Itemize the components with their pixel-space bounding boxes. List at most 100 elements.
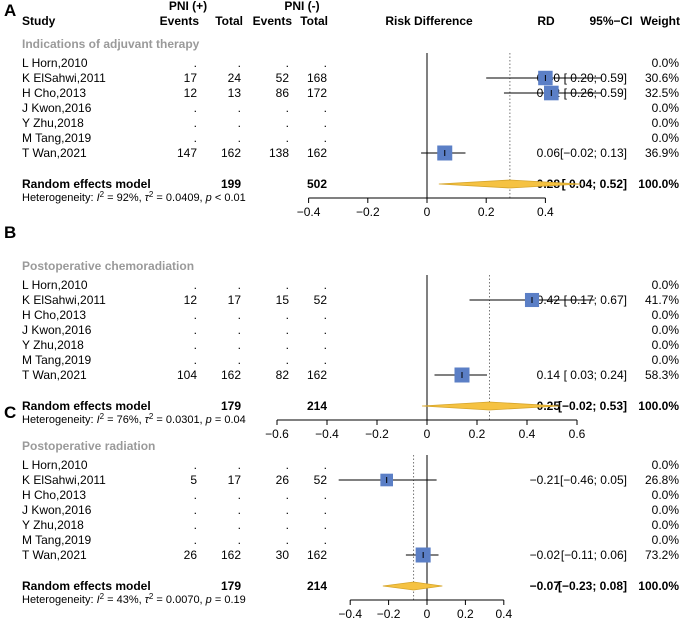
study-row: M Tang,2019.... 0.0% <box>22 533 679 547</box>
weight-value: 0.0% <box>652 116 680 130</box>
study-row: J Kwon,2016.... 0.0% <box>22 323 679 337</box>
x-tick-label: −0.4 <box>338 607 362 621</box>
summary-weight: 100.0% <box>638 579 679 593</box>
study-row: T Wan,2021 26 162 30 162 −0.02 [−0.11; 0.06] 73… <box>22 547 679 563</box>
events-pos: 104 <box>177 368 197 382</box>
x-tick-label: −0.4 <box>315 427 339 441</box>
events-pos: 26 <box>184 548 198 562</box>
events-neg: 15 <box>276 293 290 307</box>
events-pos: . <box>194 503 197 517</box>
total-neg: . <box>324 488 327 502</box>
study-name: T Wan,2021 <box>22 368 87 382</box>
events-pos: . <box>194 131 197 145</box>
rd-header: RD <box>537 14 555 28</box>
weight-value: 0.0% <box>652 488 680 502</box>
summary-ci: [−0.23; 0.08] <box>558 579 627 593</box>
study-name: M Tang,2019 <box>22 533 91 547</box>
events-neg: . <box>286 458 289 472</box>
x-tick-label: 0 <box>424 607 431 621</box>
total-neg: . <box>324 458 327 472</box>
weight-value: 0.0% <box>652 353 680 367</box>
x-tick-label: 0.2 <box>457 607 474 621</box>
rd-value: 0.14 <box>537 368 561 382</box>
events-neg: 138 <box>269 146 289 160</box>
weight-value: 0.0% <box>652 503 680 517</box>
x-tick-label: 0.2 <box>469 427 486 441</box>
weight-value: 0.0% <box>652 323 680 337</box>
risk-difference-header: Risk Difference <box>385 14 473 28</box>
events-neg: 26 <box>276 473 290 487</box>
total-pos: . <box>238 131 241 145</box>
total-neg: . <box>324 503 327 517</box>
total-pos: . <box>238 353 241 367</box>
subgroup-title: Postoperative radiation <box>22 439 155 453</box>
study-row: Y Zhu,2018.... 0.0% <box>22 116 679 130</box>
x-tick-label: 0.4 <box>495 607 512 621</box>
total-pos: 17 <box>228 293 242 307</box>
weight-value: 30.6% <box>645 71 679 85</box>
total-pos: . <box>238 533 241 547</box>
summary-row: Random effects model1995020.28[ 0.04; 0.… <box>22 177 679 191</box>
total-neg: . <box>324 338 327 352</box>
events-neg: 82 <box>276 368 290 382</box>
events-neg: . <box>286 503 289 517</box>
events-pos: 12 <box>184 293 198 307</box>
events-pos: 147 <box>177 146 197 160</box>
heterogeneity-text: Heterogeneity: I2 = 43%, τ2 = 0.0070, p … <box>22 592 246 607</box>
events-pos: 5 <box>190 473 197 487</box>
total-header-neg: Total <box>300 14 328 28</box>
events-neg: 86 <box>276 86 290 100</box>
summary-ci: [ 0.04; 0.52] <box>562 177 627 191</box>
column-headers: PNI (+) PNI (-) Study Events Total Event… <box>22 0 680 28</box>
events-pos: 12 <box>184 86 198 100</box>
events-header-neg: Events <box>253 14 293 28</box>
summary-total-pos: 179 <box>221 579 241 593</box>
events-neg: . <box>286 131 289 145</box>
study-name: L Horn,2010 <box>22 278 88 292</box>
events-neg: . <box>286 116 289 130</box>
events-pos: . <box>194 458 197 472</box>
study-name: Y Zhu,2018 <box>22 518 84 532</box>
summary-weight: 100.0% <box>638 399 679 413</box>
x-tick-label: −0.2 <box>377 607 401 621</box>
total-pos: . <box>238 323 241 337</box>
events-neg: . <box>286 518 289 532</box>
total-neg: . <box>324 308 327 322</box>
events-pos: . <box>194 533 197 547</box>
study-name: J Kwon,2016 <box>22 503 92 517</box>
total-neg: . <box>324 116 327 130</box>
total-pos: . <box>238 56 241 70</box>
ci-value: [−0.46; 0.05] <box>560 473 627 487</box>
weight-header: Weight <box>640 14 680 28</box>
summary-weight: 100.0% <box>638 177 679 191</box>
events-neg: . <box>286 56 289 70</box>
weight-value: 26.8% <box>645 473 679 487</box>
x-tick-label: 0 <box>424 205 431 219</box>
events-pos: . <box>194 116 197 130</box>
pni-negative-header: PNI (-) <box>284 0 319 13</box>
summary-diamond <box>382 581 443 591</box>
study-row: L Horn,2010.... 0.0% <box>22 56 679 70</box>
total-neg: 168 <box>307 71 327 85</box>
x-tick-label: 0 <box>424 427 431 441</box>
events-neg: . <box>286 101 289 115</box>
x-tick-label: −0.4 <box>297 205 321 219</box>
study-header: Study <box>22 14 56 28</box>
summary-ci: [−0.02; 0.53] <box>558 399 627 413</box>
pni-positive-header: PNI (+) <box>169 0 207 13</box>
events-neg: 52 <box>276 71 290 85</box>
events-pos: . <box>194 323 197 337</box>
total-neg: 162 <box>307 368 327 382</box>
total-pos: 13 <box>228 86 242 100</box>
study-name: Y Zhu,2018 <box>22 116 84 130</box>
panel-c: C Postoperative radiation L Horn,2010.... 0… <box>4 403 679 621</box>
total-pos: . <box>238 503 241 517</box>
rd-value: −0.02 <box>530 548 561 562</box>
events-pos: 17 <box>184 71 198 85</box>
x-axis: −0.4 −0.2 0 0.2 0.4 <box>338 599 512 621</box>
summary-label: Random effects model <box>22 579 151 593</box>
total-header-pos: Total <box>215 14 243 28</box>
x-tick-label: −0.2 <box>356 205 380 219</box>
total-pos: . <box>238 101 241 115</box>
study-row: J Kwon,2016.... 0.0% <box>22 101 679 115</box>
